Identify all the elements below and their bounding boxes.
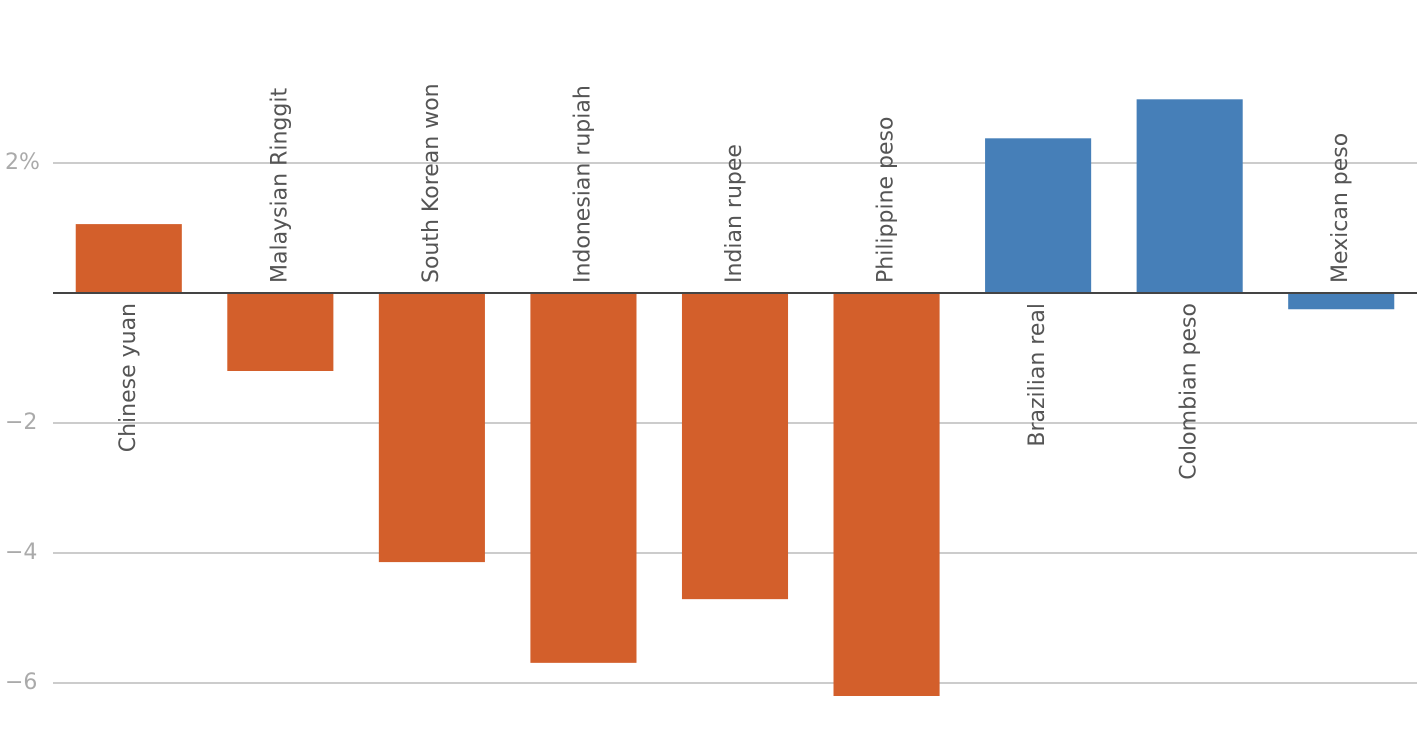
- x-tick-label: Philippine peso: [874, 117, 899, 283]
- y-tick-label: −4: [5, 540, 37, 565]
- bar: [75, 224, 182, 293]
- bar: [833, 293, 940, 696]
- x-tick-label: Colombian peso: [1177, 303, 1202, 480]
- y-tick-label: −6: [5, 670, 37, 695]
- bar: [681, 293, 789, 600]
- x-tick-label: Malaysian Ringgit: [267, 88, 292, 283]
- bar: [1136, 99, 1243, 293]
- y-tick-label: −2: [5, 410, 37, 435]
- bar: [378, 293, 485, 563]
- bar: [530, 293, 637, 663]
- bar: [1288, 293, 1395, 310]
- x-tick-label: Mexican peso: [1328, 133, 1353, 283]
- x-tick-label: Indian rupee: [722, 144, 747, 283]
- y-tick-label: 2%: [5, 150, 40, 175]
- x-tick-label: Brazilian real: [1025, 303, 1050, 447]
- x-tick-label: Chinese yuan: [116, 303, 141, 452]
- bar: [227, 293, 334, 371]
- x-tick-label: South Korean won: [419, 83, 444, 283]
- x-tick-label: Indonesian rupiah: [570, 85, 595, 283]
- bar: [985, 138, 1092, 293]
